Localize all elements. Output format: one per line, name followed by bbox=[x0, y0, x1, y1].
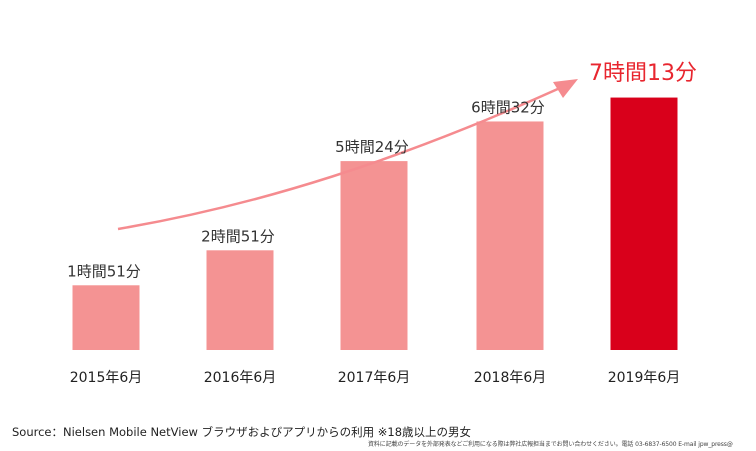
value-label-4: 7時間13分 bbox=[589, 61, 697, 86]
bar-0 bbox=[72, 285, 140, 350]
value-label-3: 6時間32分 bbox=[471, 98, 545, 116]
value-label-0: 1時間51分 bbox=[67, 262, 141, 280]
x-axis-labels: 2015年6月 2016年6月 2017年6月 2018年6月 2019年6月 bbox=[70, 370, 681, 386]
bar-3 bbox=[476, 121, 544, 351]
x-tick-label-4: 2019年6月 bbox=[608, 370, 681, 386]
trend-arrowhead bbox=[553, 79, 578, 98]
trend-curve bbox=[117, 86, 561, 231]
value-labels-group: 1時間51分 2時間51分 5時間24分 6時間32分 7時間13分 bbox=[67, 61, 697, 280]
value-label-2: 5時間24分 bbox=[335, 138, 409, 156]
source-note: Source：Nielsen Mobile NetView ブラウザおよびアプリ… bbox=[12, 425, 472, 439]
bar-2 bbox=[340, 161, 408, 350]
x-tick-label-1: 2016年6月 bbox=[204, 370, 277, 386]
x-tick-label-0: 2015年6月 bbox=[70, 370, 143, 386]
value-label-1: 2時間51分 bbox=[201, 227, 275, 245]
bars-group bbox=[72, 97, 678, 351]
bar-4 bbox=[610, 97, 678, 350]
fineprint-note: 資料に記載のデータを外部発表などご利用になる際は弊社広報担当までお問い合わせくだ… bbox=[368, 441, 733, 448]
x-tick-label-2: 2017年6月 bbox=[338, 370, 411, 386]
trend-arrow bbox=[117, 79, 578, 231]
x-tick-label-3: 2018年6月 bbox=[474, 370, 547, 386]
bar-1 bbox=[206, 250, 274, 350]
